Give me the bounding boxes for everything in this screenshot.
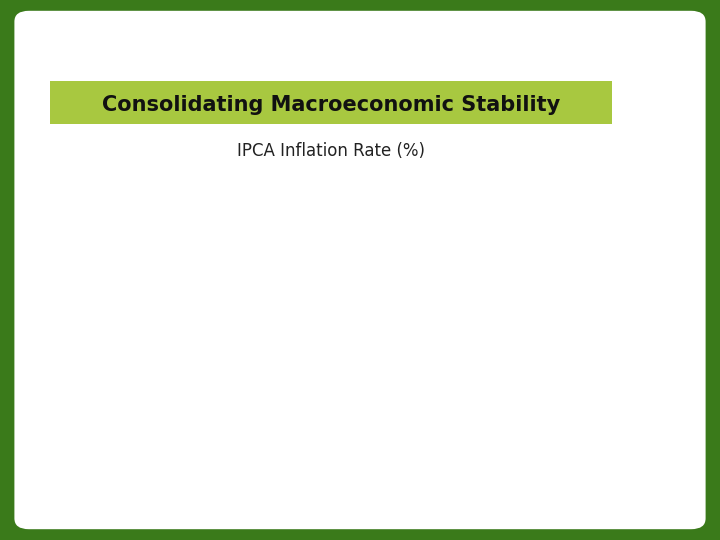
Text: Feb/86: Feb/86 — [120, 357, 165, 370]
Text: Jun/94: Jun/94 — [342, 271, 384, 284]
Text: Feb/91: Feb/91 — [265, 334, 309, 348]
Text: Mar/90: Mar/90 — [238, 160, 284, 173]
Text: May/87: May/87 — [156, 338, 204, 350]
Text: Consolidating Macroeconomic Stability: Consolidating Macroeconomic Stability — [102, 94, 560, 115]
Text: Jan/89: Jan/89 — [204, 303, 246, 316]
Text: 10 years of stability: 10 years of stability — [450, 363, 670, 382]
Text: IPCA Inflation Rate (%): IPCA Inflation Rate (%) — [237, 142, 426, 160]
